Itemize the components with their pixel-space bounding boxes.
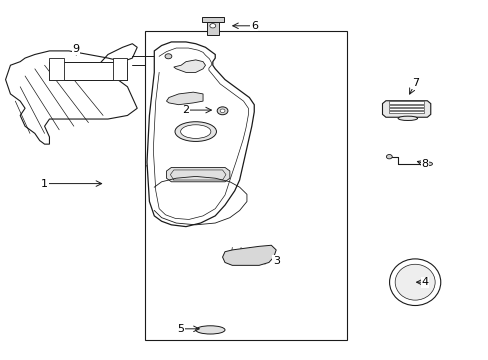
Ellipse shape [195, 326, 224, 334]
Text: 8: 8 [421, 159, 427, 169]
Polygon shape [388, 102, 424, 104]
Ellipse shape [386, 154, 391, 159]
Text: 2: 2 [182, 105, 189, 115]
Polygon shape [113, 58, 127, 80]
Ellipse shape [394, 264, 434, 300]
Ellipse shape [217, 107, 227, 115]
Text: 6: 6 [250, 21, 257, 31]
Ellipse shape [424, 162, 431, 166]
Polygon shape [166, 167, 229, 182]
Ellipse shape [180, 125, 210, 138]
Polygon shape [49, 58, 64, 80]
Bar [144, 31, 346, 339]
Polygon shape [388, 105, 424, 107]
Text: 4: 4 [421, 277, 427, 287]
Polygon shape [147, 42, 254, 226]
Text: 1: 1 [41, 179, 48, 189]
Polygon shape [5, 44, 137, 144]
Ellipse shape [175, 122, 216, 141]
Ellipse shape [164, 54, 171, 59]
Polygon shape [222, 245, 276, 265]
Text: 7: 7 [411, 78, 418, 88]
Polygon shape [173, 60, 205, 72]
Polygon shape [382, 101, 430, 117]
Text: 5: 5 [177, 324, 184, 334]
Polygon shape [49, 62, 127, 80]
Polygon shape [166, 92, 203, 105]
Polygon shape [388, 111, 424, 113]
Polygon shape [206, 22, 218, 35]
Ellipse shape [220, 109, 224, 113]
Text: 9: 9 [73, 44, 80, 54]
Text: 3: 3 [272, 256, 279, 266]
Polygon shape [388, 108, 424, 110]
Ellipse shape [389, 259, 440, 306]
Ellipse shape [209, 24, 215, 28]
Polygon shape [202, 17, 223, 22]
Ellipse shape [397, 116, 417, 121]
